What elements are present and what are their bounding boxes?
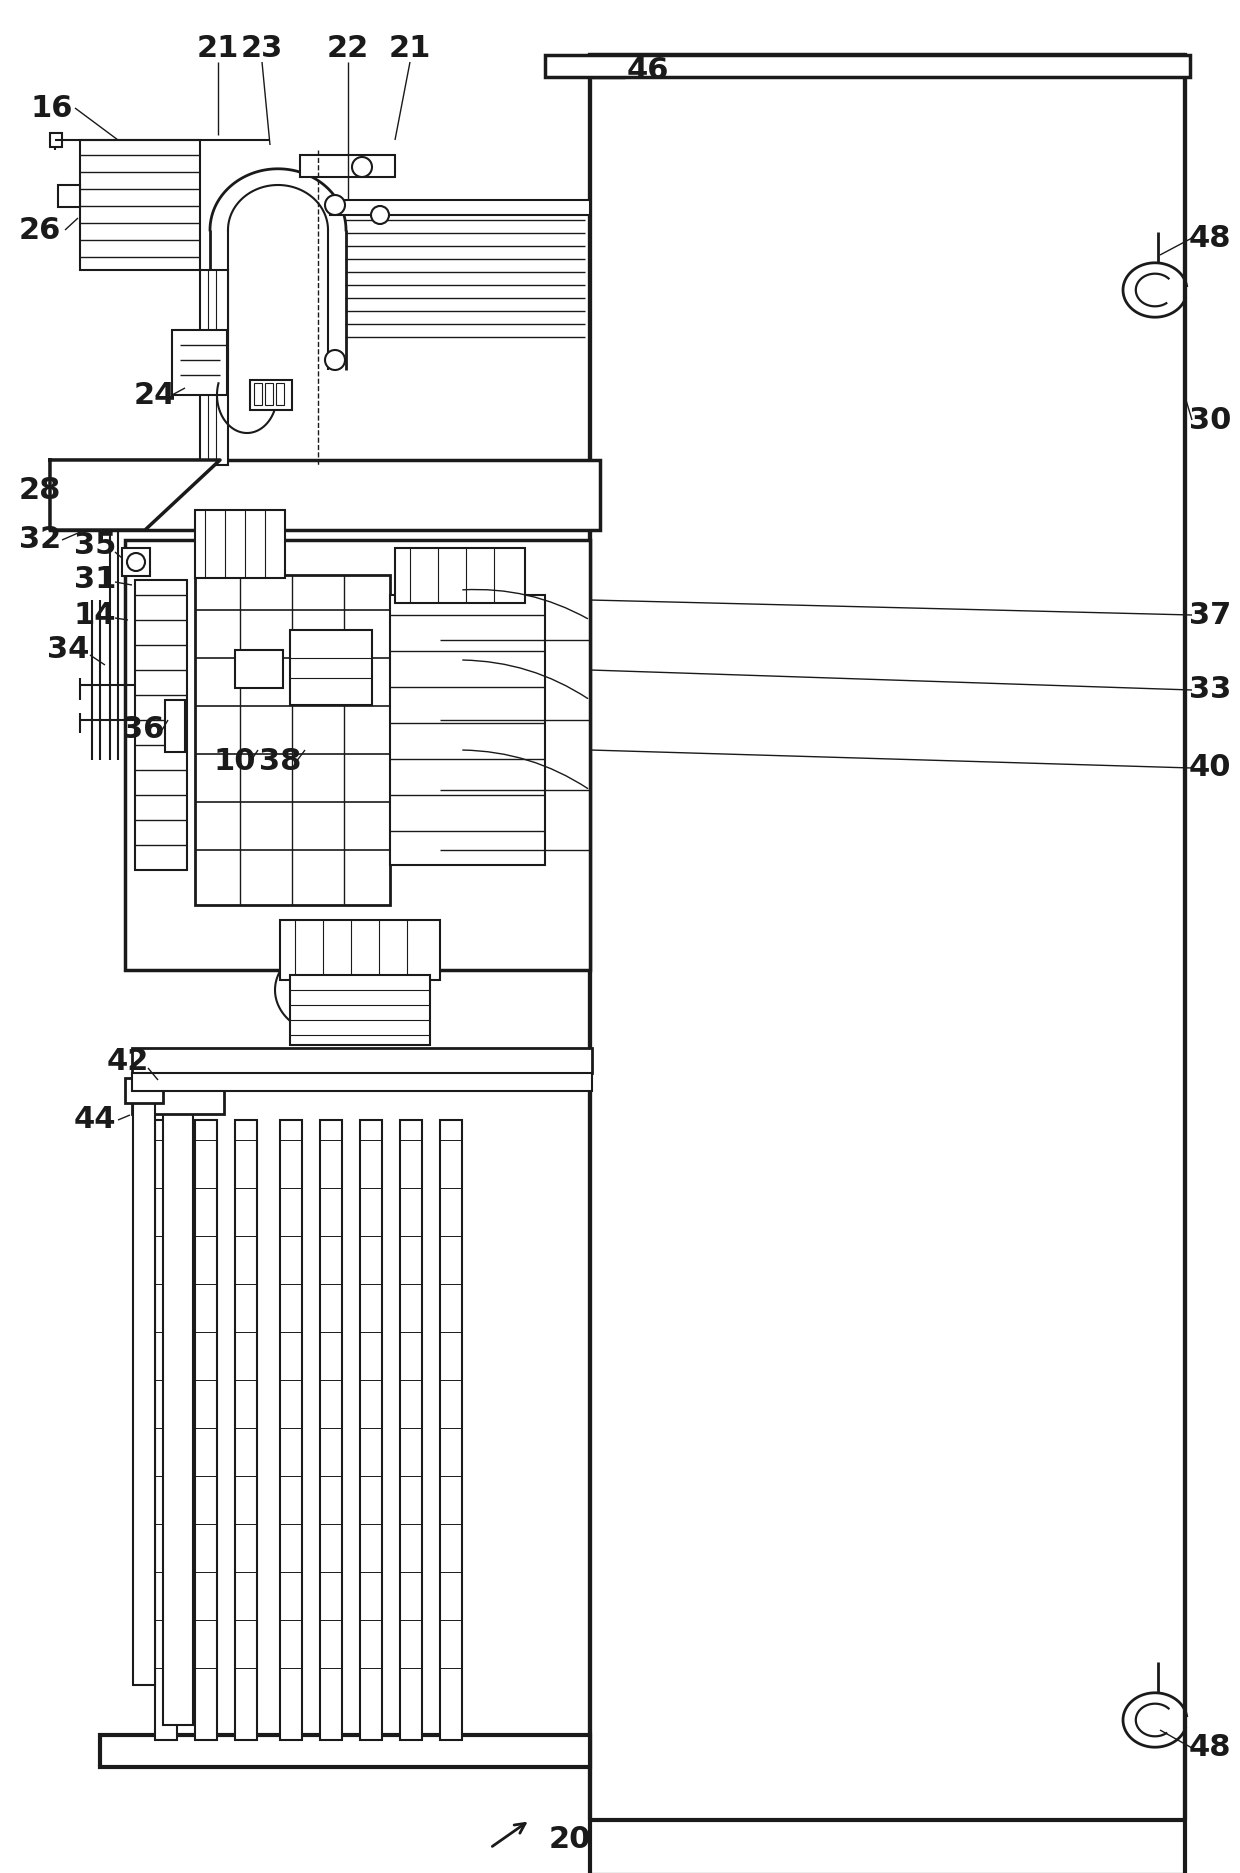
Text: 36: 36 <box>122 715 164 744</box>
Bar <box>100 1734 590 1766</box>
Circle shape <box>371 206 389 225</box>
Circle shape <box>325 195 345 215</box>
Bar <box>300 155 396 178</box>
Text: 16: 16 <box>31 94 73 122</box>
Bar <box>50 461 600 530</box>
Bar <box>133 1084 155 1686</box>
Text: 20: 20 <box>549 1826 591 1854</box>
Bar <box>122 549 150 577</box>
Bar <box>131 1083 224 1114</box>
Circle shape <box>352 157 372 178</box>
Bar <box>254 382 262 405</box>
Bar <box>391 596 546 865</box>
Bar <box>236 650 283 687</box>
Polygon shape <box>50 461 219 530</box>
Bar <box>590 54 1185 1873</box>
Text: 37: 37 <box>1189 601 1231 629</box>
Text: 32: 32 <box>19 526 61 554</box>
Text: 22: 22 <box>327 34 370 62</box>
Text: 30: 30 <box>1189 405 1231 435</box>
Bar <box>330 200 590 215</box>
Bar <box>440 1120 463 1740</box>
Bar <box>135 581 187 869</box>
Bar <box>546 54 1190 77</box>
Text: 31: 31 <box>74 566 117 594</box>
Bar <box>131 1049 591 1073</box>
Bar <box>236 1120 257 1740</box>
Text: 21: 21 <box>197 34 239 62</box>
Bar <box>280 1120 303 1740</box>
Bar <box>81 140 200 270</box>
Bar <box>172 330 227 395</box>
Text: 33: 33 <box>1189 676 1231 704</box>
Text: 21: 21 <box>389 34 432 62</box>
Text: 46: 46 <box>626 56 670 84</box>
Bar <box>155 1120 177 1740</box>
Text: 38: 38 <box>259 747 301 777</box>
Text: 24: 24 <box>134 380 176 410</box>
Bar <box>360 1120 382 1740</box>
Bar <box>58 185 81 208</box>
Bar <box>131 1073 591 1090</box>
Bar <box>396 549 525 603</box>
Bar <box>320 1120 342 1740</box>
Text: 28: 28 <box>19 476 61 504</box>
Text: 23: 23 <box>241 34 283 62</box>
Circle shape <box>126 553 145 571</box>
Bar <box>165 701 185 751</box>
Text: 14: 14 <box>73 601 117 629</box>
Bar <box>265 382 273 405</box>
Bar <box>125 539 590 970</box>
Text: 35: 35 <box>74 530 117 560</box>
Bar <box>195 1120 217 1740</box>
Bar <box>277 382 284 405</box>
Text: 10: 10 <box>213 747 257 777</box>
Bar <box>195 575 391 905</box>
Text: 48: 48 <box>1189 223 1231 253</box>
Text: 26: 26 <box>19 215 61 245</box>
Bar <box>401 1120 422 1740</box>
Bar <box>590 54 1185 66</box>
Text: 44: 44 <box>73 1105 117 1135</box>
Bar <box>290 976 430 1045</box>
Bar <box>50 133 62 146</box>
Text: 34: 34 <box>47 635 89 665</box>
Bar <box>195 509 285 579</box>
Text: 42: 42 <box>107 1047 149 1077</box>
Text: 48: 48 <box>1189 1734 1231 1762</box>
Bar <box>250 380 291 410</box>
Circle shape <box>325 350 345 371</box>
Bar <box>125 1079 162 1103</box>
Bar <box>162 1084 193 1725</box>
Bar <box>290 629 372 704</box>
Bar <box>280 920 440 980</box>
Text: 40: 40 <box>1189 753 1231 783</box>
Bar <box>200 270 228 465</box>
